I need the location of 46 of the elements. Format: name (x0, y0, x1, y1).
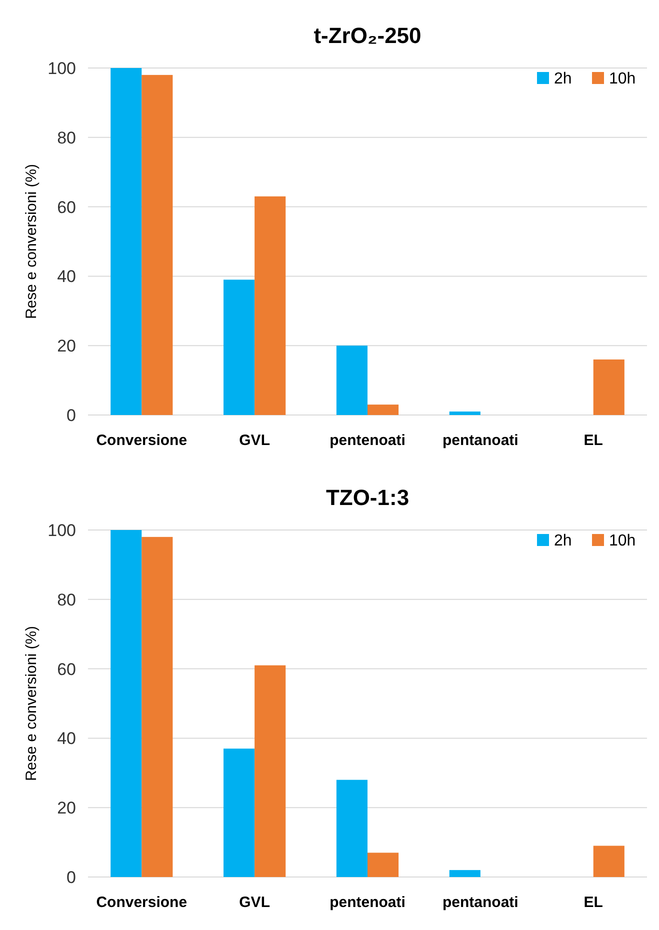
legend-label: 2h (554, 532, 572, 550)
chart-title: t-ZrO₂-250 (314, 23, 422, 48)
y-tick-label: 60 (57, 660, 76, 679)
y-tick-label: 20 (57, 798, 76, 818)
y-tick-label: 100 (48, 520, 76, 540)
x-tick-label: pentanoati (442, 432, 518, 449)
y-tick-label: 40 (57, 267, 76, 286)
y-tick-label: 60 (57, 198, 76, 217)
bar (449, 870, 480, 877)
bar (224, 748, 255, 877)
x-tick-label: pentenoati (330, 432, 406, 449)
bar (336, 346, 368, 415)
legend-label: 10h (609, 70, 636, 88)
bar (254, 196, 286, 415)
x-tick-label: EL (584, 432, 603, 449)
bar (110, 68, 142, 415)
chart-title: TZO-1:3 (326, 485, 410, 510)
legend-label: 2h (554, 70, 572, 88)
x-tick-label: Conversione (96, 894, 188, 911)
y-axis-title: Rese e conversioni (%) (23, 626, 40, 782)
legend-label: 10h (609, 532, 636, 550)
bar (368, 404, 399, 415)
x-tick-label: GVL (239, 894, 270, 911)
x-tick-label: EL (584, 894, 603, 911)
bar (449, 412, 480, 415)
x-tick-label: Conversione (96, 432, 188, 449)
x-tick-label: GVL (239, 432, 270, 449)
bar (254, 665, 286, 877)
y-tick-label: 100 (48, 58, 76, 78)
y-tick-label: 0 (66, 868, 76, 887)
bar (224, 280, 255, 415)
y-axis-title: Rese e conversioni (%) (23, 164, 40, 320)
bar (142, 536, 173, 877)
y-tick-label: 0 (66, 406, 76, 425)
y-tick-label: 80 (57, 128, 76, 148)
bar (142, 74, 173, 415)
y-tick-label: 80 (57, 590, 76, 610)
bar (336, 780, 368, 877)
x-tick-label: pentenoati (330, 894, 406, 911)
y-tick-label: 20 (57, 336, 76, 356)
bar (593, 846, 624, 877)
x-tick-label: pentanoati (442, 894, 518, 911)
bar (593, 359, 624, 415)
bar (368, 852, 399, 877)
y-tick-label: 40 (57, 729, 76, 748)
bar (110, 530, 142, 877)
